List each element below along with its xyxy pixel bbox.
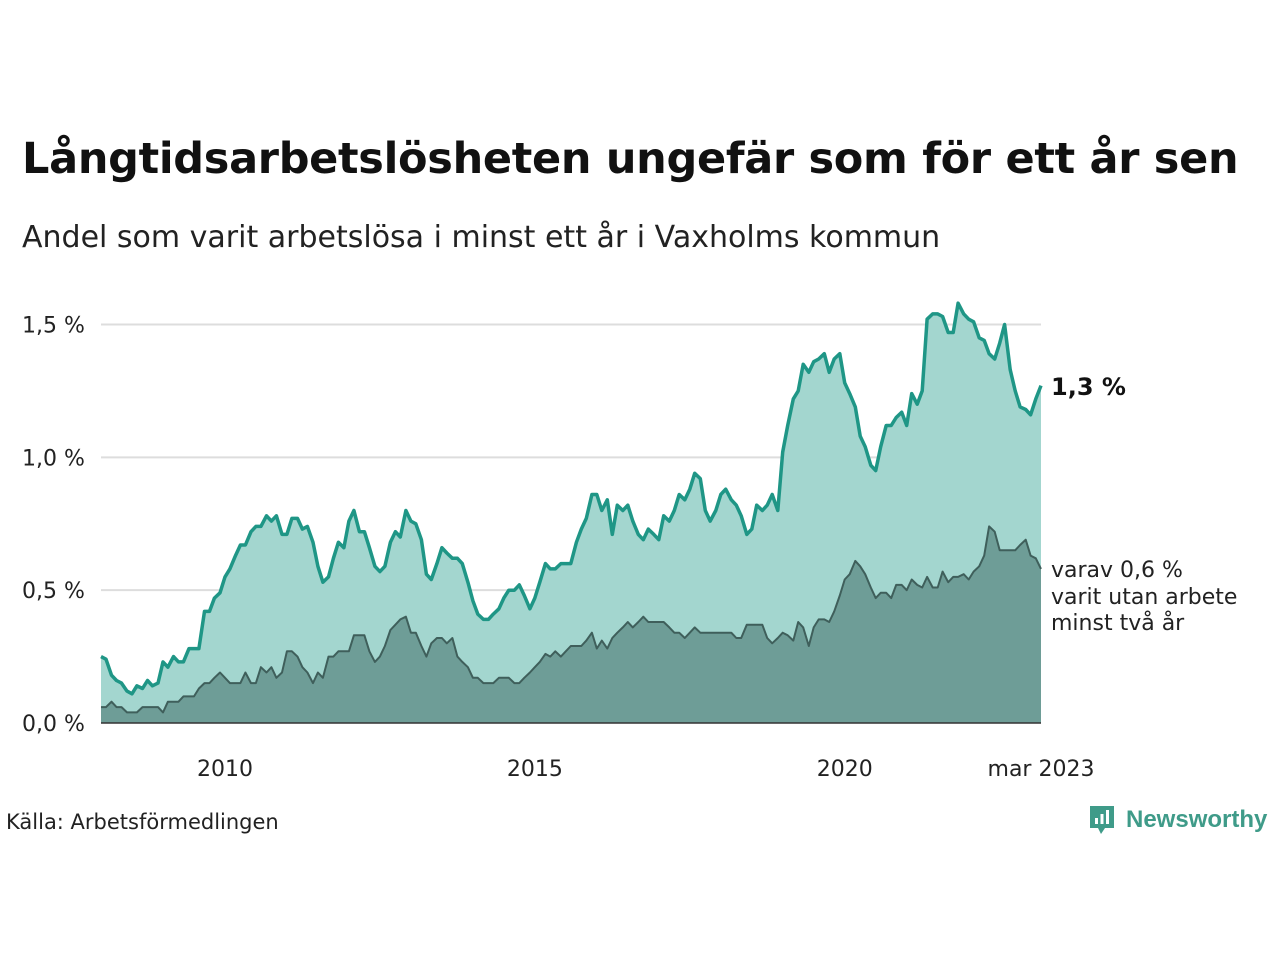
x-tick-label: mar 2023 (988, 757, 1095, 782)
series-area-1 (101, 303, 1041, 723)
chart-subtitle: Andel som varit arbetslösa i minst ett å… (22, 220, 941, 255)
sub-label-line-1: varav 0,6 % (1051, 558, 1183, 583)
x-tick-label: 2010 (197, 757, 253, 782)
series-line-2 (101, 525, 1042, 714)
y-tick-label: 1,0 % (22, 446, 85, 471)
y-tick-label: 0,5 % (22, 579, 85, 604)
y-tick-label: 1,5 % (22, 314, 85, 339)
y-tick-label: 0,0 % (22, 712, 85, 737)
x-tick-label: 2020 (817, 757, 873, 782)
chart-title: Långtidsarbetslösheten ungefär som för e… (22, 134, 1239, 184)
area-layer (100, 301, 1043, 723)
x-tick-label: 2015 (507, 757, 563, 782)
end-value-label: 1,3 % (1051, 373, 1126, 401)
sub-label-line-2: varit utan arbete (1051, 585, 1237, 610)
axes: 0,0 % 0,5 % 1,0 % 1,5 % 2010 2015 2020 mar 2023 (22, 314, 1094, 783)
series-area-2 (101, 526, 1041, 723)
series-line-1 (100, 301, 1043, 696)
brand-name: Newsworthy (1126, 806, 1268, 833)
sub-label-line-3: minst två år (1051, 610, 1185, 636)
source-note: Källa: Arbetsförmedlingen (6, 810, 279, 834)
newsworthy-logo-icon (1090, 806, 1114, 834)
brand-logo: Newsworthy (1088, 804, 1267, 836)
